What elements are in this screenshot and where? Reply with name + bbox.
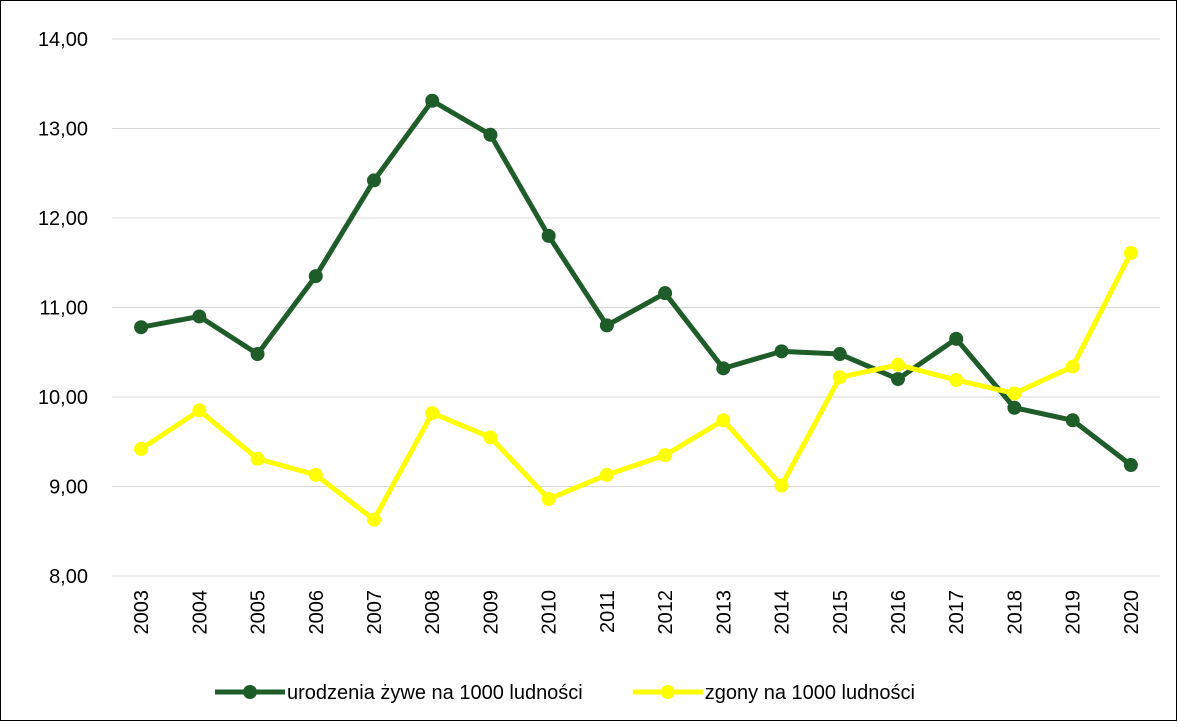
x-tick-label: 2015 <box>830 590 852 635</box>
data-point <box>832 370 847 385</box>
data-point <box>832 347 847 362</box>
data-point <box>367 173 381 188</box>
data-point <box>425 93 440 108</box>
x-tick-label: 2011 <box>597 590 619 633</box>
y-tick-label: 14,00 <box>38 29 88 51</box>
data-point <box>192 403 207 418</box>
data-point <box>658 448 673 463</box>
data-point <box>192 309 207 324</box>
x-tick-label: 2007 <box>364 590 386 635</box>
x-tick-label: 2006 <box>306 590 328 635</box>
x-tick-label: 2010 <box>539 590 561 635</box>
data-point <box>308 467 323 482</box>
data-point <box>774 344 789 359</box>
data-point <box>1065 413 1080 428</box>
data-point <box>1123 458 1138 473</box>
legend-label: zgony na 1000 ludności <box>705 682 915 704</box>
legend-marker <box>660 685 675 699</box>
data-point <box>425 406 440 421</box>
legend-marker <box>243 685 257 699</box>
data-point <box>483 430 498 445</box>
series-line <box>139 251 1134 523</box>
x-tick-label: 2008 <box>422 590 444 635</box>
y-tick-label: 9,00 <box>49 477 88 499</box>
data-point <box>774 478 789 493</box>
data-point <box>891 372 905 387</box>
data-point <box>599 467 614 482</box>
x-tick-label: 2018 <box>1004 590 1026 635</box>
data-point <box>1123 245 1138 260</box>
x-tick-label: 2014 <box>772 590 794 635</box>
data-point <box>134 320 149 335</box>
data-point <box>658 286 673 301</box>
data-point <box>483 127 498 142</box>
x-tick-label: 2004 <box>189 590 211 635</box>
y-tick-label: 13,00 <box>38 119 88 141</box>
data-point <box>367 512 381 527</box>
data-point <box>599 318 614 333</box>
x-tick-label: 2009 <box>480 590 502 635</box>
x-tick-label: 2012 <box>655 590 677 635</box>
data-point <box>949 372 964 387</box>
data-point <box>541 492 556 507</box>
data-point <box>308 269 323 284</box>
data-point <box>250 347 265 362</box>
data-point <box>891 357 905 372</box>
x-tick-label: 2019 <box>1063 590 1085 635</box>
data-point <box>716 361 731 376</box>
y-tick-label: 8,00 <box>49 566 88 588</box>
x-tick-label: 2003 <box>131 590 153 635</box>
x-tick-label: 2016 <box>888 590 910 635</box>
data-point <box>949 331 964 346</box>
data-point <box>541 228 556 243</box>
y-tick-label: 11,00 <box>39 298 88 320</box>
data-point <box>1065 359 1080 374</box>
x-tick-label: 2013 <box>713 590 735 635</box>
data-point <box>134 441 149 456</box>
x-tick-label: 2017 <box>946 590 968 635</box>
data-point <box>716 413 731 428</box>
series-line <box>140 98 1133 468</box>
y-tick-label: 12,00 <box>38 208 88 230</box>
data-point <box>250 451 265 466</box>
data-point <box>1007 386 1022 401</box>
x-tick-label: 2020 <box>1121 590 1143 635</box>
data-point <box>1007 400 1022 415</box>
legend-label: urodzenia żywe na 1000 ludności <box>287 682 583 704</box>
y-tick-label: 10,00 <box>38 387 88 409</box>
x-tick-label: 2005 <box>248 590 270 635</box>
